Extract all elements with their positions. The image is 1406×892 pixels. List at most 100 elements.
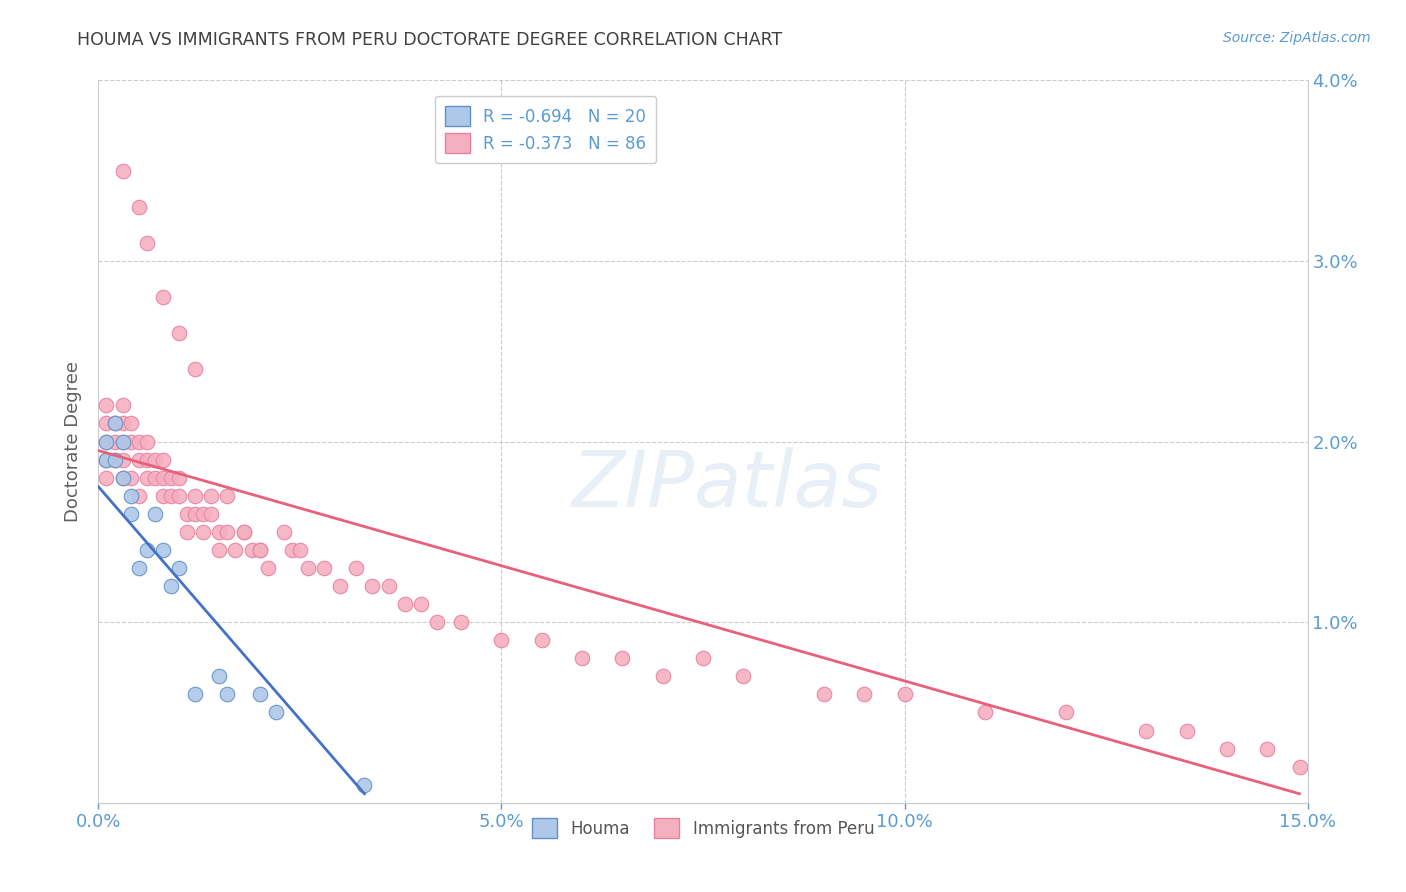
Point [96,452,118,467]
Point [120,471,142,485]
Point [152,452,174,467]
Point [377,579,399,593]
Point [111,163,134,178]
Point [651,669,673,683]
Point [111,452,134,467]
Point [217,687,239,701]
Point [96,417,118,431]
Point [344,561,367,575]
Point [135,434,157,449]
Point [135,542,157,557]
Point [394,597,416,611]
Point [288,542,311,557]
Point [111,471,134,485]
Point [184,687,207,701]
Point [193,507,215,521]
Point [152,542,174,557]
Point [491,633,513,648]
Point [152,471,174,485]
Point [426,615,449,630]
Point [176,524,198,539]
Point [361,579,384,593]
Point [96,471,118,485]
Point [208,524,231,539]
Point [143,507,166,521]
Point [120,507,142,521]
Point [128,561,150,575]
Point [1256,741,1278,756]
Point [224,542,246,557]
Point [1135,723,1157,738]
Point [232,524,254,539]
Point [450,615,472,630]
Point [200,507,222,521]
Point [1288,760,1310,774]
Point [612,651,634,665]
Point [217,524,239,539]
Point [184,507,207,521]
Text: Source: ZipAtlas.com: Source: ZipAtlas.com [1223,31,1371,45]
Point [143,452,166,467]
Legend: Houma, Immigrants from Peru: Houma, Immigrants from Peru [524,812,882,845]
Point [264,706,287,720]
Point [1175,723,1198,738]
Point [240,542,263,557]
Point [184,362,207,376]
Point [111,417,134,431]
Point [353,778,375,792]
Point [1216,741,1239,756]
Point [120,489,142,503]
Y-axis label: Doctorate Degree: Doctorate Degree [65,361,83,522]
Point [120,434,142,449]
Point [692,651,714,665]
Point [152,290,174,304]
Point [111,434,134,449]
Point [103,417,125,431]
Point [329,579,352,593]
Point [128,489,150,503]
Point [217,489,239,503]
Point [167,326,190,340]
Point [167,471,190,485]
Point [96,434,118,449]
Point [103,434,125,449]
Point [256,561,278,575]
Point [208,542,231,557]
Point [160,471,183,485]
Point [103,417,125,431]
Point [135,235,157,250]
Point [232,524,254,539]
Point [208,669,231,683]
Point [128,452,150,467]
Point [111,434,134,449]
Point [571,651,593,665]
Point [111,398,134,412]
Point [120,417,142,431]
Point [152,489,174,503]
Point [813,687,835,701]
Point [200,489,222,503]
Point [184,489,207,503]
Point [249,687,271,701]
Point [893,687,915,701]
Text: HOUMA VS IMMIGRANTS FROM PERU DOCTORATE DEGREE CORRELATION CHART: HOUMA VS IMMIGRANTS FROM PERU DOCTORATE … [77,31,783,49]
Point [128,434,150,449]
Point [96,398,118,412]
Point [143,471,166,485]
Point [167,489,190,503]
Point [281,542,304,557]
Point [974,706,997,720]
Point [135,452,157,467]
Point [167,561,190,575]
Point [96,434,118,449]
Point [314,561,336,575]
Point [249,542,271,557]
Point [249,542,271,557]
Point [135,471,157,485]
Point [103,452,125,467]
Point [128,200,150,214]
Point [297,561,319,575]
Point [160,489,183,503]
Point [176,507,198,521]
Point [193,524,215,539]
